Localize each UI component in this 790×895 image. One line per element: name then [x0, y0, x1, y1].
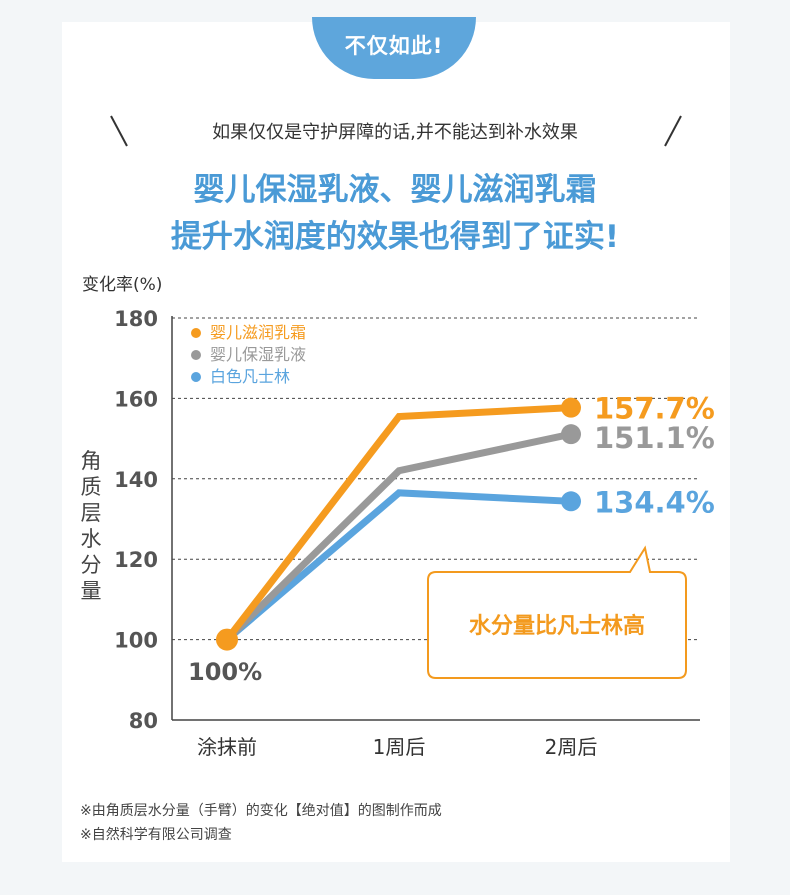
headline-line-2: 提升水润度的效果也得到了证实!: [170, 219, 620, 255]
y-unit-label: 变化率(%): [82, 275, 163, 295]
intro-text: 如果仅仅是守护屏障的话,并不能达到补水效果: [212, 122, 578, 143]
start-label: 100%: [188, 658, 262, 686]
series-line-0: [224, 404, 572, 642]
y-tick-160: 160: [114, 387, 158, 411]
series-2-point-2: [561, 491, 581, 512]
legend-label-1: 婴儿保湿乳液: [210, 345, 306, 364]
end-label-1: 151.1%: [594, 421, 715, 455]
y-tick-80: 80: [129, 709, 158, 733]
series-line-1: [224, 430, 572, 643]
content-card: [62, 22, 730, 862]
y-axis-label: 角质层水分量: [80, 449, 102, 603]
series-line-2: [224, 489, 572, 643]
series-1-point-2: [561, 424, 581, 445]
legend-label-0: 婴儿滋润乳霜: [210, 323, 306, 342]
start-point: [216, 628, 238, 651]
footnote-1: ※由角质层水分量（手臂）的变化【绝对值】的图制作而成: [80, 803, 442, 819]
x-tick-1: 1周后: [373, 735, 426, 759]
y-tick-100: 100: [114, 629, 158, 653]
x-tick-2: 2周后: [545, 735, 598, 759]
end-label-0: 157.7%: [594, 392, 715, 426]
end-label-2: 134.4%: [594, 485, 715, 519]
y-tick-120: 120: [114, 548, 158, 572]
legend-marker-2: [191, 372, 201, 382]
legend-marker-1: [191, 350, 201, 360]
headline-line-1: 婴儿保湿乳液、婴儿滋润乳霜: [193, 172, 597, 208]
callout-text: 水分量比凡士林高: [468, 614, 645, 639]
series-0-point-2: [561, 397, 581, 418]
footnote-2: ※自然科学有限公司调查: [80, 827, 232, 843]
legend-label-2: 白色凡士林: [210, 367, 290, 386]
x-tick-0: 涂抹前: [197, 735, 257, 759]
y-tick-140: 140: [114, 468, 158, 492]
y-tick-180: 180: [114, 307, 158, 331]
legend-marker-0: [191, 328, 201, 338]
callout-bubble: [427, 545, 687, 679]
